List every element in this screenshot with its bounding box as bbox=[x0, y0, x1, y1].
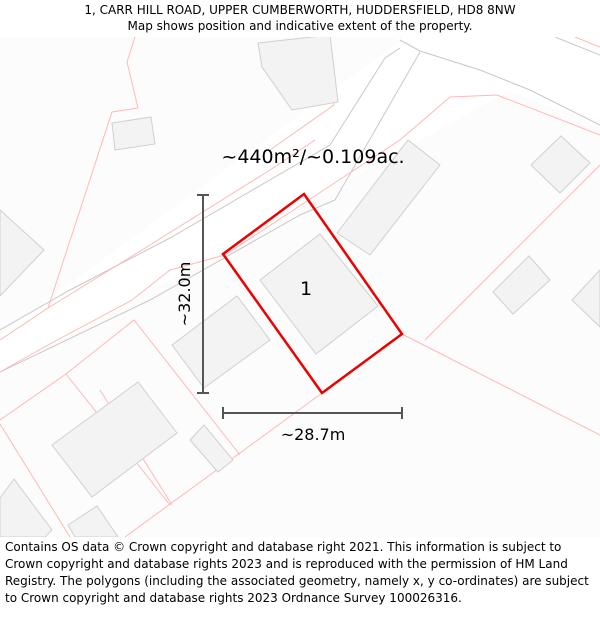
width-dimension-line bbox=[222, 407, 403, 419]
property-address: 1, CARR HILL ROAD, UPPER CUMBERWORTH, HU… bbox=[84, 3, 516, 17]
building bbox=[571, 269, 600, 328]
buildings bbox=[0, 37, 600, 537]
building bbox=[0, 209, 45, 297]
property-boundary[interactable] bbox=[221, 192, 404, 395]
building bbox=[51, 381, 178, 498]
area-label: ~440m²/~0.109ac. bbox=[221, 146, 404, 168]
property-building bbox=[259, 233, 379, 355]
map-subtitle: Map shows position and indicative extent… bbox=[127, 19, 473, 33]
property-map[interactable]: ~440m²/~0.109ac. 1 ~32.0m ~28.7m bbox=[0, 37, 600, 537]
building bbox=[189, 424, 234, 473]
height-dimension-line bbox=[197, 194, 209, 394]
building bbox=[530, 135, 591, 194]
building bbox=[492, 255, 551, 315]
building bbox=[257, 37, 339, 111]
building bbox=[171, 295, 271, 389]
map-header: 1, CARR HILL ROAD, UPPER CUMBERWORTH, HU… bbox=[0, 0, 600, 37]
building bbox=[0, 478, 53, 537]
building bbox=[111, 116, 156, 151]
plot-number-label: 1 bbox=[300, 278, 312, 300]
copyright-notice: Contains OS data © Crown copyright and d… bbox=[5, 540, 589, 605]
building bbox=[67, 505, 119, 537]
height-dimension-label: ~32.0m bbox=[175, 262, 194, 327]
width-dimension-label: ~28.7m bbox=[281, 425, 346, 444]
building bbox=[336, 139, 441, 256]
